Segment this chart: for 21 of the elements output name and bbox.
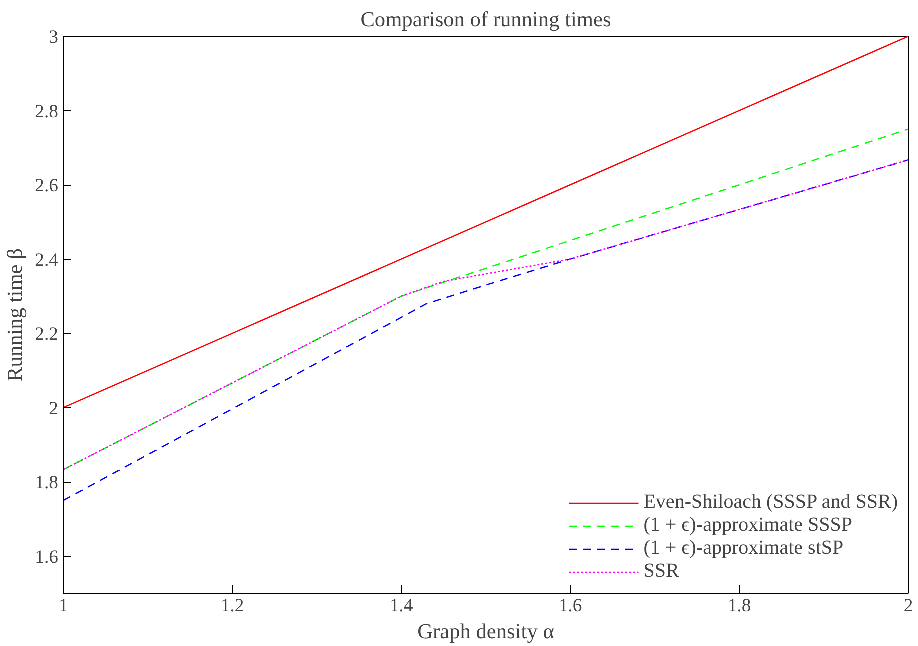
y-tick-label: 2.6: [35, 176, 59, 197]
legend-label: (1 + ϵ)-approximate stSP: [644, 537, 844, 560]
legend-label: SSR: [644, 560, 680, 583]
y-tick-label: 3: [49, 27, 58, 48]
legend-label: (1 + ϵ)-approximate SSSP: [644, 514, 853, 537]
y-tick-label: 2.4: [35, 250, 60, 271]
x-tick-label: 1.6: [558, 596, 582, 616]
y-tick-label: 1.8: [35, 472, 59, 494]
y-tick-label: 2: [49, 398, 58, 420]
x-axis-title: Graph density α: [418, 620, 554, 644]
y-axis-title: Running time β: [3, 248, 28, 382]
x-tick-label: 2: [904, 596, 914, 616]
y-tick-label: 2.2: [35, 324, 59, 346]
x-tick-label: 1.2: [220, 596, 244, 616]
x-tick-label: 1.4: [390, 596, 414, 616]
y-tick-label: 1.6: [35, 546, 59, 568]
legend-label: Even-Shiloach (SSSP and SSR): [644, 491, 898, 514]
x-tick-label: 1: [58, 596, 68, 616]
chart-title: Comparison of running times: [360, 8, 612, 32]
y-tick-label: 2.8: [35, 101, 59, 122]
x-tick-label: 1.8: [728, 596, 752, 616]
